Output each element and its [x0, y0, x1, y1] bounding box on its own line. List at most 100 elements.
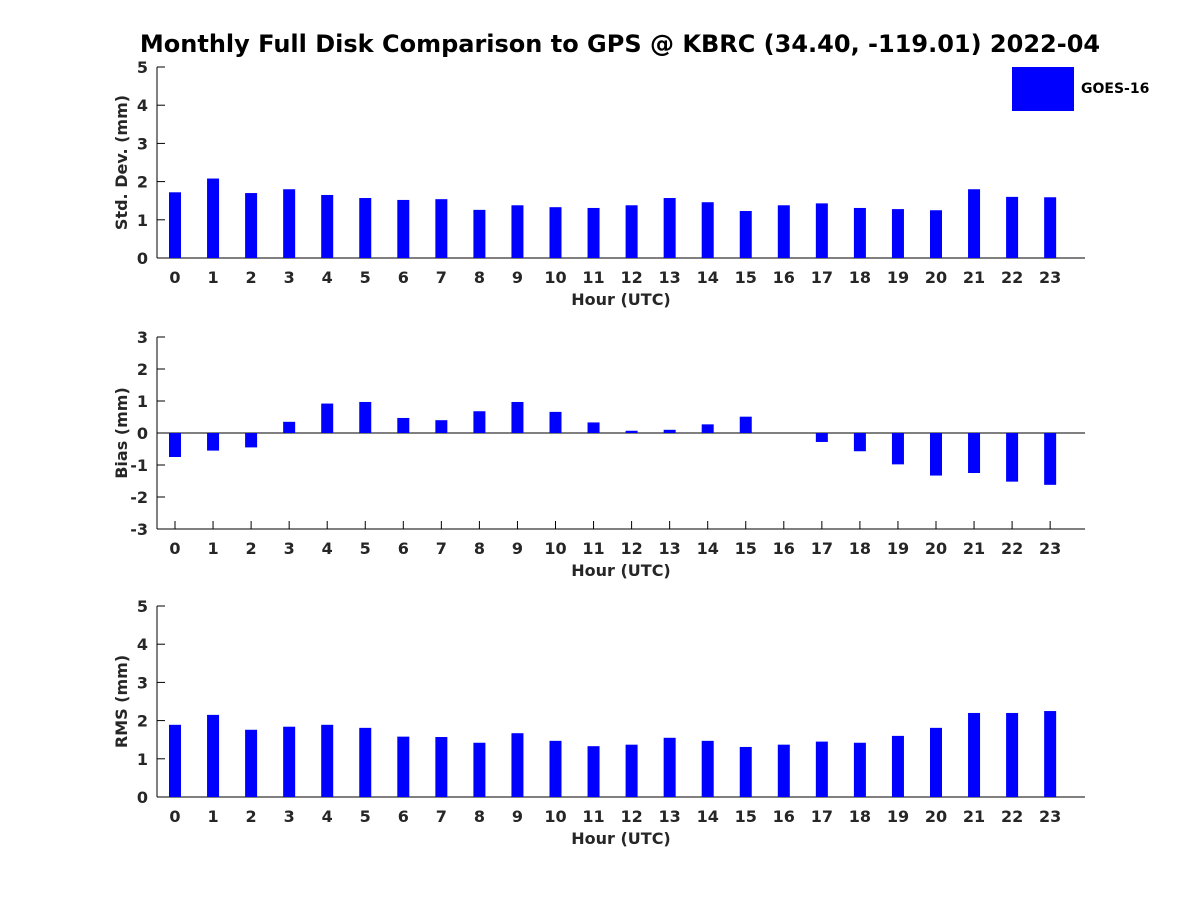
x-tick-label: 8 — [474, 268, 485, 287]
x-tick-label: 11 — [582, 807, 604, 826]
x-tick-label: 17 — [811, 539, 833, 558]
y-tick-label: 1 — [137, 211, 148, 230]
bar-hour-2 — [245, 433, 258, 448]
x-tick-label: 20 — [925, 807, 947, 826]
bar-hour-1 — [207, 433, 220, 451]
bar-hour-3 — [283, 421, 296, 433]
x-tick-label: 21 — [963, 268, 985, 287]
y-tick-label: 3 — [137, 673, 148, 692]
x-tick-label: 7 — [436, 539, 447, 558]
x-tick-label: 1 — [207, 268, 218, 287]
x-axis-label: Hour (UTC) — [571, 561, 671, 580]
y-tick-label: -3 — [130, 520, 148, 539]
x-tick-label: 16 — [773, 268, 795, 287]
x-tick-label: 13 — [659, 807, 681, 826]
x-tick-label: 6 — [398, 539, 409, 558]
y-tick-label: 5 — [137, 58, 148, 77]
bar-hour-23 — [1044, 433, 1057, 485]
y-tick-label: 3 — [137, 134, 148, 153]
x-tick-label: 17 — [811, 807, 833, 826]
x-tick-label: 11 — [582, 539, 604, 558]
x-tick-label: 3 — [284, 539, 295, 558]
x-tick-label: 21 — [963, 807, 985, 826]
bar-hour-11 — [587, 207, 600, 258]
x-tick-label: 4 — [322, 807, 333, 826]
x-tick-label: 3 — [284, 807, 295, 826]
x-tick-label: 1 — [207, 807, 218, 826]
x-tick-label: 20 — [925, 268, 947, 287]
bar-hour-21 — [968, 189, 981, 258]
bar-hour-14 — [701, 424, 714, 433]
y-tick-label: 0 — [137, 249, 148, 268]
y-tick-label: 3 — [137, 328, 148, 347]
bar-hour-3 — [283, 726, 296, 797]
bar-hour-18 — [853, 742, 866, 797]
bar-hour-15 — [739, 416, 752, 433]
bar-hour-9 — [511, 401, 524, 433]
legend: GOES-16 — [1012, 67, 1149, 111]
bar-hour-11 — [587, 422, 600, 433]
x-tick-label: 11 — [582, 268, 604, 287]
x-tick-label: 19 — [887, 807, 909, 826]
x-tick-label: 7 — [436, 807, 447, 826]
x-tick-label: 17 — [811, 268, 833, 287]
bar-hour-17 — [815, 203, 828, 258]
y-tick-label: 2 — [137, 712, 148, 731]
bar-hour-6 — [397, 199, 410, 258]
bar-hour-13 — [663, 429, 676, 433]
bar-hour-8 — [473, 742, 486, 797]
x-axis-label: Hour (UTC) — [571, 829, 671, 848]
y-tick-label: 0 — [137, 424, 148, 443]
x-tick-label: 20 — [925, 539, 947, 558]
bar-hour-8 — [473, 411, 486, 433]
bar-hour-7 — [435, 199, 448, 258]
bar-hour-7 — [435, 420, 448, 433]
y-tick-label: -1 — [130, 456, 148, 475]
x-tick-label: 12 — [620, 539, 642, 558]
bar-hour-10 — [549, 740, 562, 797]
x-tick-label: 4 — [322, 539, 333, 558]
x-tick-label: 5 — [360, 807, 371, 826]
x-tick-label: 16 — [773, 539, 795, 558]
x-tick-label: 4 — [322, 268, 333, 287]
y-tick-label: 1 — [137, 750, 148, 769]
bar-hour-10 — [549, 411, 562, 433]
y-tick-label: 5 — [137, 597, 148, 616]
x-tick-label: 0 — [169, 539, 180, 558]
x-tick-label: 13 — [659, 268, 681, 287]
bar-hour-6 — [397, 736, 410, 797]
bar-hour-14 — [701, 740, 714, 797]
bar-hour-6 — [397, 417, 410, 433]
x-tick-label: 7 — [436, 268, 447, 287]
x-tick-label: 22 — [1001, 268, 1023, 287]
bar-hour-5 — [359, 198, 372, 258]
x-tick-label: 19 — [887, 268, 909, 287]
bar-hour-12 — [625, 430, 638, 433]
bar-hour-17 — [815, 741, 828, 797]
bar-hour-4 — [321, 194, 334, 258]
bar-hour-20 — [930, 210, 942, 258]
x-tick-label: 14 — [697, 807, 719, 826]
x-tick-label: 22 — [1001, 539, 1023, 558]
x-tick-label: 12 — [620, 268, 642, 287]
bar-hour-2 — [245, 193, 258, 258]
bar-hour-14 — [701, 202, 714, 258]
bar-hour-16 — [777, 744, 790, 797]
bar-hour-0 — [169, 433, 181, 457]
bar-hour-12 — [625, 744, 638, 797]
x-tick-label: 10 — [544, 807, 566, 826]
bar-hour-21 — [968, 433, 981, 473]
x-tick-label: 2 — [246, 268, 257, 287]
bar-hour-8 — [473, 209, 486, 258]
y-axis-label: Bias (mm) — [112, 387, 131, 479]
y-axis-label: RMS (mm) — [112, 655, 131, 748]
x-tick-label: 15 — [735, 539, 757, 558]
bar-hour-1 — [207, 714, 220, 797]
bar-hour-9 — [511, 205, 524, 258]
x-tick-label: 15 — [735, 807, 757, 826]
legend-swatch — [1012, 67, 1074, 111]
bar-hour-23 — [1044, 197, 1057, 258]
x-tick-label: 18 — [849, 807, 871, 826]
